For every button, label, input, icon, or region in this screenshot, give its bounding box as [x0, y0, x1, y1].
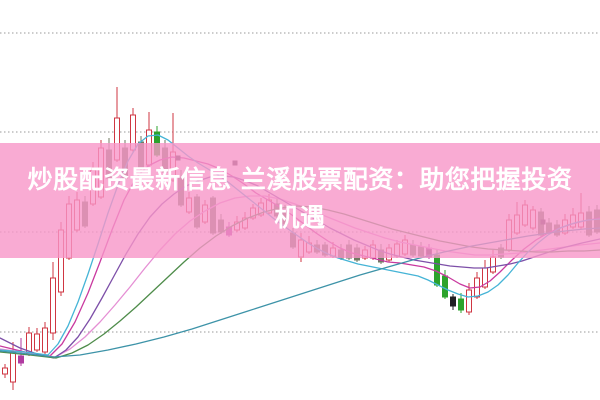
headline-line-1: 炒股配资最新信息 兰溪股票配资：助您把握投资 [27, 165, 573, 194]
candle-body [442, 275, 448, 298]
candle-body [42, 327, 48, 353]
candle-body [2, 367, 8, 375]
headline-line-2: 机遇 [274, 203, 326, 232]
candle-body [50, 277, 56, 334]
candle-body [458, 298, 464, 311]
candle-body [10, 351, 16, 383]
candle-body [434, 254, 440, 286]
candle-body [34, 333, 40, 351]
candle-body [450, 296, 456, 307]
headline: 炒股配资最新信息 兰溪股票配资：助您把握投资 机遇 [0, 161, 600, 237]
candle-body [18, 355, 24, 364]
candle-body [466, 289, 472, 313]
candle-body [490, 256, 496, 273]
title-banner [0, 143, 600, 258]
